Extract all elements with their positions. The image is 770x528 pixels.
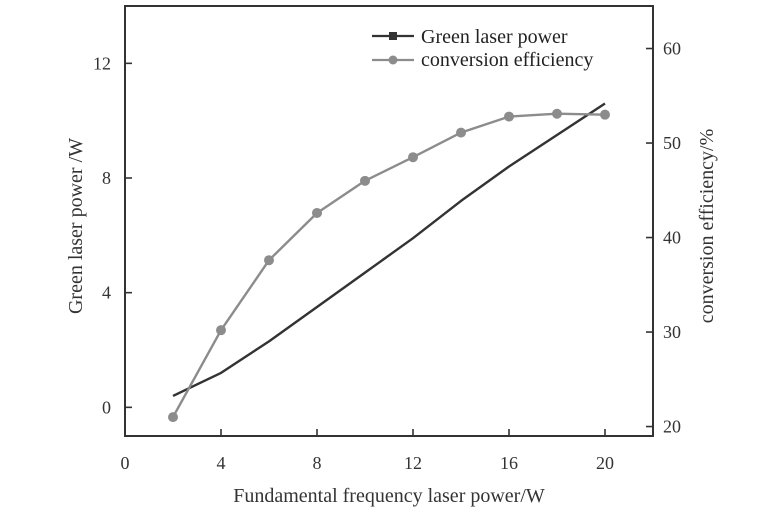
y-axis-left-title: Green laser power /W [65,138,87,314]
data-point-conversion-efficiency [552,108,562,119]
x-tick-label: 0 [121,453,130,473]
y-right-tick-label: 30 [663,322,681,342]
x-tick-label: 4 [217,453,226,473]
x-tick-label: 20 [596,453,614,473]
data-point-conversion-efficiency [312,207,322,218]
legend-marker-circle [388,55,398,65]
y-axis-right-title: conversion efficiency/% [696,129,718,324]
y-left-tick-label: 12 [93,53,111,73]
plot-frame [124,5,654,437]
data-point-conversion-efficiency [168,412,178,423]
legend-marker-square [389,32,397,40]
legend-label-conversion-efficiency: conversion efficiency [421,49,593,71]
series-line-conversion-efficiency [171,112,606,418]
x-tick-label: 16 [500,453,518,473]
x-tick-label: 12 [404,453,422,473]
x-axis-title: Fundamental frequency laser power/W [233,485,545,507]
legend: Green laser power conversion efficiency [372,26,593,71]
y-right-tick-label: 20 [663,417,681,437]
data-point-conversion-efficiency [504,111,514,122]
axes: 0 4 8 12 16 20 0 4 8 12 20 30 40 50 60 [93,5,681,473]
x-tick-label: 8 [313,453,322,473]
y-right-tick-label: 60 [663,39,681,59]
data-point-conversion-efficiency [360,175,370,186]
data-point-conversion-efficiency [216,325,226,336]
y-right-tick-label: 40 [663,228,681,248]
y-left-tick-label: 8 [102,168,111,188]
series-layer [168,102,610,423]
y-right-tick-label: 50 [663,133,681,153]
series-line-green-laser-power [172,102,606,397]
data-point-conversion-efficiency [264,255,274,266]
y-left-tick-label: 0 [102,397,111,417]
legend-label-green-laser-power: Green laser power [421,26,568,48]
data-point-conversion-efficiency [456,127,466,138]
data-point-conversion-efficiency [600,109,610,120]
data-point-conversion-efficiency [408,152,418,163]
y-left-tick-label: 4 [102,283,111,303]
